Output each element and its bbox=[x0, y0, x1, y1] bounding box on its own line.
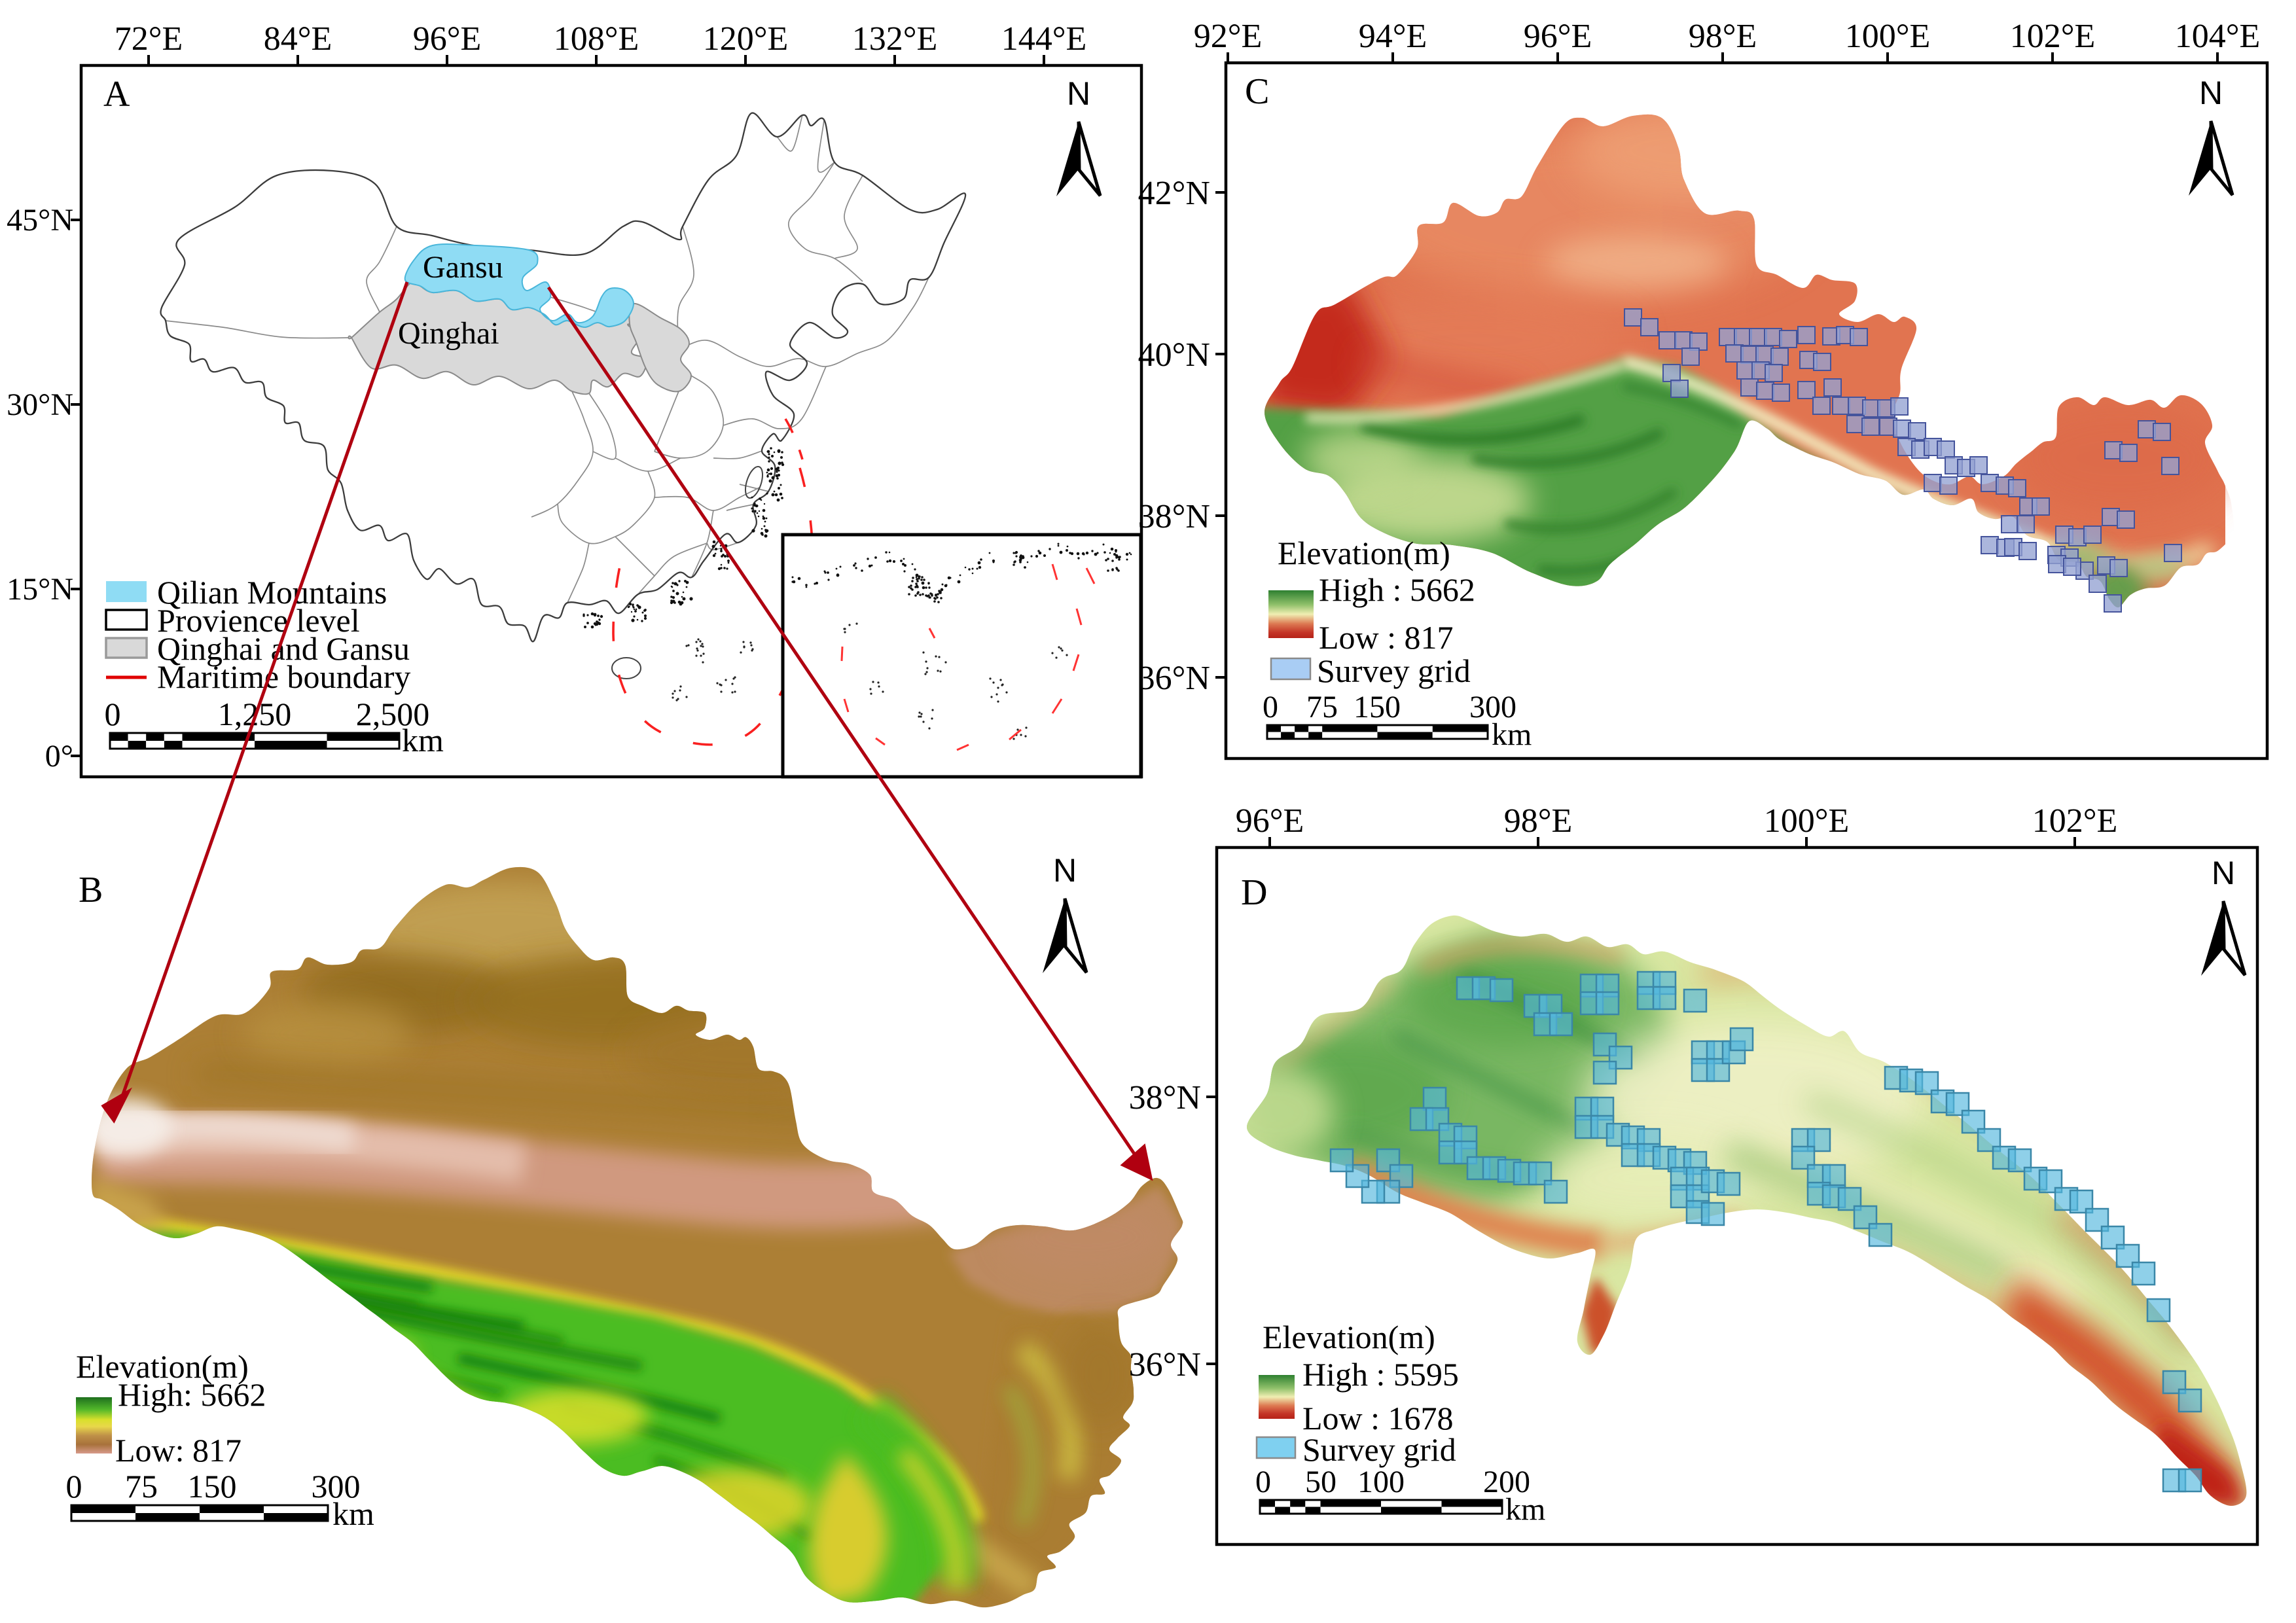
svg-text:Low : 1678: Low : 1678 bbox=[1302, 1400, 1454, 1436]
svg-text:Qilian Mountains: Qilian Mountains bbox=[157, 574, 387, 611]
svg-text:High: 5662: High: 5662 bbox=[118, 1376, 266, 1413]
svg-text:0: 0 bbox=[66, 1468, 82, 1505]
svg-text:A: A bbox=[103, 74, 130, 115]
svg-text:0°: 0° bbox=[45, 739, 73, 774]
svg-text:Low : 817: Low : 817 bbox=[1319, 619, 1454, 656]
svg-text:72°E: 72°E bbox=[115, 20, 183, 58]
svg-text:50: 50 bbox=[1305, 1465, 1336, 1499]
svg-text:132°E: 132°E bbox=[852, 20, 938, 58]
svg-text:km: km bbox=[332, 1495, 374, 1532]
svg-text:300: 300 bbox=[312, 1468, 361, 1505]
svg-text:98°E: 98°E bbox=[1689, 18, 1757, 55]
svg-text:Maritime boundary: Maritime boundary bbox=[157, 658, 410, 695]
svg-text:Qinghai: Qinghai bbox=[398, 316, 499, 351]
svg-text:94°E: 94°E bbox=[1359, 18, 1427, 55]
svg-text:Survey grid: Survey grid bbox=[1302, 1431, 1456, 1468]
svg-text:36°N: 36°N bbox=[1138, 660, 1210, 697]
svg-text:96°E: 96°E bbox=[1524, 18, 1592, 55]
svg-text:C: C bbox=[1245, 71, 1269, 112]
svg-text:75: 75 bbox=[125, 1468, 158, 1505]
svg-text:High : 5662: High : 5662 bbox=[1319, 571, 1475, 608]
svg-text:km: km bbox=[1505, 1492, 1545, 1527]
svg-text:150: 150 bbox=[188, 1468, 237, 1505]
svg-text:92°E: 92°E bbox=[1194, 18, 1263, 55]
svg-text:300: 300 bbox=[1469, 690, 1516, 724]
svg-text:96°E: 96°E bbox=[1236, 802, 1304, 840]
svg-text:15°N: 15°N bbox=[7, 572, 73, 607]
svg-text:200: 200 bbox=[1483, 1465, 1530, 1499]
svg-text:36°N: 36°N bbox=[1129, 1346, 1201, 1383]
svg-text:100: 100 bbox=[1357, 1465, 1405, 1499]
svg-text:30°N: 30°N bbox=[7, 387, 73, 422]
svg-text:Survey grid: Survey grid bbox=[1317, 652, 1471, 689]
svg-text:km: km bbox=[402, 722, 444, 758]
svg-text:0: 0 bbox=[1255, 1465, 1271, 1499]
svg-text:98°E: 98°E bbox=[1504, 802, 1573, 840]
svg-text:75: 75 bbox=[1306, 690, 1338, 724]
svg-text:0: 0 bbox=[105, 696, 121, 732]
svg-text:120°E: 120°E bbox=[703, 20, 789, 58]
svg-text:Low: 817: Low: 817 bbox=[115, 1432, 242, 1469]
svg-text:38°N: 38°N bbox=[1138, 498, 1210, 535]
svg-text:High : 5595: High : 5595 bbox=[1302, 1356, 1459, 1393]
svg-text:Elevation(m): Elevation(m) bbox=[1263, 1319, 1435, 1355]
svg-text:45°N: 45°N bbox=[7, 203, 73, 238]
svg-text:42°N: 42°N bbox=[1138, 175, 1210, 212]
svg-text:100°E: 100°E bbox=[1764, 802, 1850, 840]
svg-text:D: D bbox=[1241, 872, 1267, 913]
svg-text:B: B bbox=[79, 870, 103, 910]
svg-text:104°E: 104°E bbox=[2175, 18, 2261, 55]
svg-text:40°N: 40°N bbox=[1138, 336, 1210, 374]
svg-text:Provience level: Provience level bbox=[157, 602, 360, 639]
svg-text:144°E: 144°E bbox=[1001, 20, 1087, 58]
svg-text:Elevation(m): Elevation(m) bbox=[1278, 535, 1450, 571]
svg-text:0: 0 bbox=[1263, 690, 1278, 724]
svg-text:100°E: 100°E bbox=[1845, 18, 1931, 55]
svg-text:150: 150 bbox=[1354, 690, 1401, 724]
svg-text:Gansu: Gansu bbox=[423, 250, 503, 285]
svg-text:84°E: 84°E bbox=[264, 20, 332, 58]
svg-text:96°E: 96°E bbox=[413, 20, 482, 58]
svg-text:Elevation(m): Elevation(m) bbox=[76, 1348, 249, 1385]
svg-text:102°E: 102°E bbox=[2010, 18, 2096, 55]
svg-text:102°E: 102°E bbox=[2032, 802, 2118, 840]
svg-text:2,500: 2,500 bbox=[356, 696, 430, 732]
svg-text:km: km bbox=[1492, 717, 1532, 752]
svg-text:38°N: 38°N bbox=[1129, 1079, 1201, 1116]
svg-text:108°E: 108°E bbox=[554, 20, 639, 58]
